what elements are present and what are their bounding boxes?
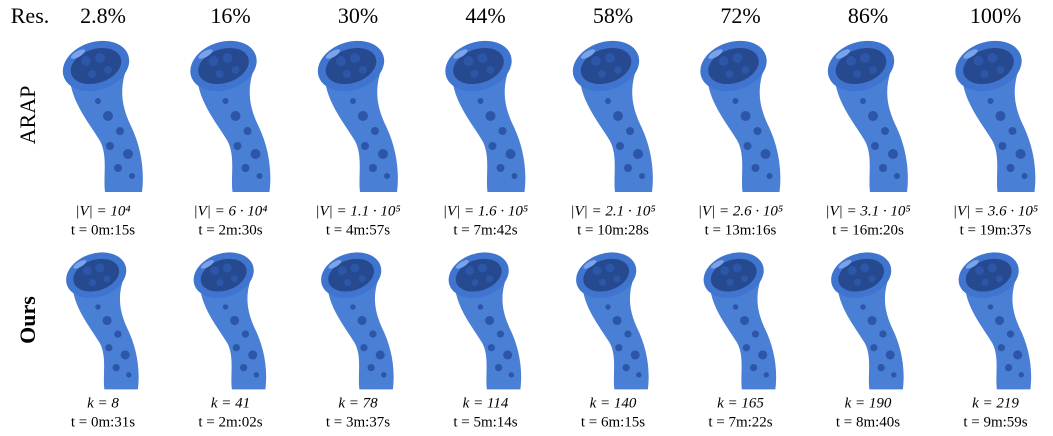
cell-caption: |V| = 10⁴ — [75, 203, 130, 219]
cell-time: t = 4m:57s — [326, 222, 390, 238]
cell-caption: k = 41 — [211, 395, 250, 411]
mesh-render — [570, 245, 648, 389]
cell-caption: |V| = 2.6 · 10⁵ — [698, 203, 783, 219]
mesh-render — [953, 245, 1031, 389]
cell-time: t = 3m:37s — [326, 414, 390, 430]
cell-time: t = 10m:28s — [577, 222, 649, 238]
column-label: 44% — [465, 3, 505, 28]
mesh-render — [56, 33, 143, 192]
column-label: 100% — [970, 3, 1021, 28]
mesh-render — [188, 245, 266, 389]
cell-time: t = 2m:02s — [198, 414, 262, 430]
mesh-render — [315, 245, 393, 389]
cell-caption: |V| = 6 · 10⁴ — [194, 203, 268, 219]
cell-time: t = 6m:15s — [581, 414, 645, 430]
cell-caption: |V| = 1.6 · 10⁵ — [443, 203, 528, 219]
mesh-render — [825, 245, 903, 389]
mesh-render — [566, 33, 653, 192]
header-label: Res. — [11, 3, 50, 28]
cell-caption: |V| = 3.6 · 10⁵ — [953, 203, 1038, 219]
column-label: 2.8% — [80, 3, 126, 28]
cell-caption: |V| = 2.1 · 10⁵ — [570, 203, 655, 219]
mesh-render — [439, 33, 526, 192]
cell-caption: |V| = 1.1 · 10⁵ — [315, 203, 400, 219]
cell-caption: k = 190 — [845, 395, 892, 411]
cell-caption: k = 165 — [717, 395, 764, 411]
column-label: 86% — [848, 3, 888, 28]
column-label: 72% — [720, 3, 760, 28]
cell-time: t = 7m:42s — [453, 222, 517, 238]
row-label: Ours — [15, 296, 40, 344]
mesh-render — [821, 33, 908, 192]
mesh-render — [698, 245, 776, 389]
mesh-render — [694, 33, 781, 192]
column-label: 16% — [210, 3, 250, 28]
mesh-render — [311, 33, 398, 192]
row-label: ARAP — [15, 86, 40, 145]
cell-time: t = 9m:59s — [963, 414, 1027, 430]
mesh-render — [949, 33, 1036, 192]
cell-time: t = 16m:20s — [832, 222, 904, 238]
cell-time: t = 7m:22s — [708, 414, 772, 430]
cell-caption: |V| = 3.1 · 10⁵ — [825, 203, 910, 219]
cell-caption: k = 8 — [87, 395, 119, 411]
cell-caption: k = 114 — [463, 395, 509, 411]
mesh-render — [60, 245, 138, 389]
cell-time: t = 8m:40s — [836, 414, 900, 430]
cell-time: t = 13m:16s — [705, 222, 777, 238]
figure: Res. 2.8% 16% 30% 44% 58% 72% 86% 100% ARAP |V| = … — [0, 0, 1053, 436]
cell-time: t = 5m:14s — [453, 414, 517, 430]
cell-time: t = 2m:30s — [198, 222, 262, 238]
cell-time: t = 0m:15s — [71, 222, 135, 238]
cell-caption: k = 219 — [972, 395, 1019, 411]
column-label: 58% — [593, 3, 633, 28]
mesh-render — [184, 33, 271, 192]
cell-caption: k = 140 — [590, 395, 637, 411]
mesh-render — [443, 245, 521, 389]
cell-time: t = 0m:31s — [71, 414, 135, 430]
column-label: 30% — [338, 3, 378, 28]
cell-caption: k = 78 — [338, 395, 378, 411]
cell-time: t = 19m:37s — [960, 222, 1032, 238]
